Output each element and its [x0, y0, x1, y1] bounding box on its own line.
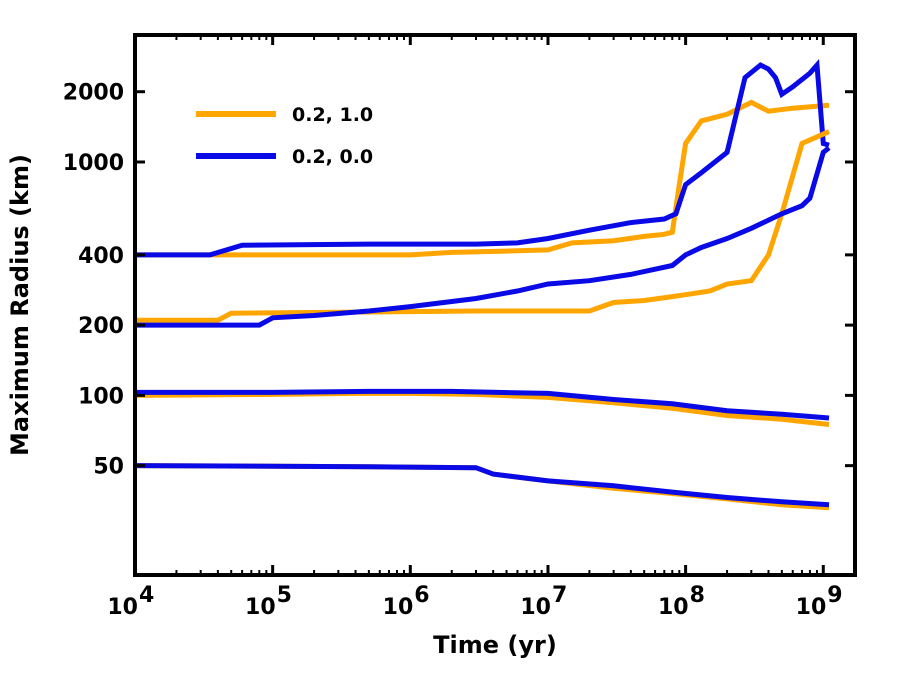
legend-label: 0.2, 1.0 [292, 104, 373, 126]
x-tick-label-exponent: 4 [139, 583, 154, 608]
y-tick-label: 1000 [63, 151, 124, 176]
x-tick-label-base: 10 [796, 595, 827, 620]
x-tick-label-exponent: 7 [552, 583, 567, 608]
y-axis-label: Maximum Radius (km) [6, 154, 34, 456]
x-tick-label-exponent: 5 [277, 583, 292, 608]
x-tick-label: 10 8 [658, 583, 705, 620]
x-tick-labels: 10 4 10 5 10 6 10 7 10 8 10 9 [107, 583, 842, 620]
series-line-orange-r400 [135, 99, 830, 258]
legend: 0.2, 1.0 0.2, 0.0 [196, 104, 373, 168]
x-tick-label-base: 10 [658, 595, 689, 620]
y-tick-label: 100 [78, 384, 124, 409]
x-axis-label: Time (yr) [433, 631, 557, 659]
x-tick-label: 10 5 [245, 583, 292, 620]
x-tick-label-base: 10 [245, 595, 276, 620]
series-line-blue-r100 [135, 388, 830, 421]
y-tick-labels: 50 100 200 400 1000 2000 [63, 81, 124, 480]
y-tick-label: 2000 [63, 81, 124, 106]
x-tick-label-exponent: 9 [827, 583, 842, 608]
x-tick-label: 10 4 [107, 583, 154, 620]
legend-label: 0.2, 0.0 [292, 146, 373, 168]
y-tick-label: 200 [78, 314, 124, 339]
series-line-blue-r50 [134, 463, 830, 508]
x-tick-label-exponent: 8 [690, 583, 705, 608]
plot-frame [133, 33, 857, 577]
x-tick-label-base: 10 [107, 595, 138, 620]
y-tick-label: 50 [93, 455, 124, 480]
series-layer [134, 59, 831, 511]
y-tick-label: 400 [78, 244, 124, 269]
x-tick-label-exponent: 6 [414, 583, 429, 608]
series-line-blue-r400 [135, 59, 830, 258]
x-tick-label-base: 10 [383, 595, 414, 620]
x-tick-label: 10 6 [383, 583, 430, 620]
x-tick-label: 10 7 [520, 583, 567, 620]
x-tick-label-base: 10 [520, 595, 551, 620]
x-tick-label: 10 9 [796, 583, 843, 620]
series-line-blue-r200 [135, 145, 831, 328]
